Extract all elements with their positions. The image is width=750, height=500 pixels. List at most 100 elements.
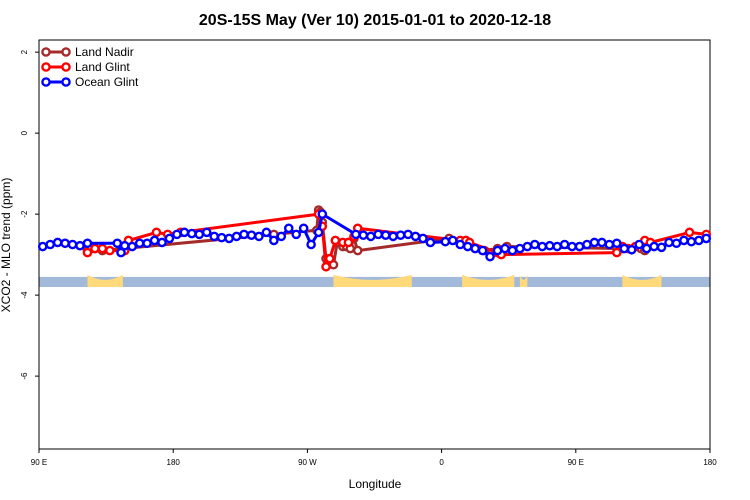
data-point <box>330 235 341 246</box>
y-tick-label: -2 <box>20 210 29 218</box>
map-band <box>39 274 710 288</box>
data-point <box>134 238 145 249</box>
data-point <box>317 209 328 219</box>
data-point <box>604 239 615 250</box>
data-point <box>239 229 249 240</box>
legend-marker <box>41 47 51 57</box>
data-point <box>343 237 354 248</box>
data-point <box>151 227 162 238</box>
data-point <box>179 227 190 238</box>
data-point <box>276 231 287 242</box>
data-point <box>626 244 637 255</box>
data-point <box>440 236 451 247</box>
x-axis: 90 E 180 90 W 0 90 E 180 <box>31 449 717 467</box>
data-point <box>395 230 406 240</box>
data-point <box>351 229 361 240</box>
land-segment <box>333 274 412 288</box>
data-point <box>679 235 689 246</box>
data-point <box>149 235 160 246</box>
series-layer <box>37 205 712 272</box>
series-ocean-glint <box>37 209 712 262</box>
data-point <box>582 239 592 250</box>
legend-marker <box>41 62 51 72</box>
data-point <box>142 238 152 249</box>
x-axis-label: Longitude <box>349 477 402 491</box>
x-tick-label: 180 <box>703 458 717 467</box>
data-point <box>157 237 167 248</box>
data-point <box>597 237 607 248</box>
data-point <box>283 223 294 234</box>
data-point <box>425 237 436 248</box>
data-point <box>500 243 510 254</box>
data-point <box>358 230 369 240</box>
data-point <box>656 242 667 253</box>
data-point <box>589 237 600 248</box>
data-point <box>37 241 48 252</box>
data-point <box>116 247 126 258</box>
data-point <box>485 251 495 262</box>
data-point <box>52 237 63 248</box>
data-point <box>694 235 704 246</box>
data-point <box>105 245 115 256</box>
data-point <box>119 240 130 251</box>
data-point <box>187 228 197 239</box>
data-point <box>209 231 220 242</box>
data-point <box>246 230 257 240</box>
land-segment <box>87 274 123 288</box>
data-point <box>306 239 316 250</box>
data-point <box>82 247 93 258</box>
data-point <box>321 261 331 272</box>
data-point <box>172 229 182 240</box>
data-point <box>574 241 585 252</box>
data-point <box>470 243 480 254</box>
legend-item: Land Glint <box>41 60 130 74</box>
data-point <box>380 230 391 240</box>
legend-marker <box>41 77 51 87</box>
data-point <box>612 238 622 249</box>
data-point <box>373 229 384 240</box>
y-axis-label: XCO2 - MLO trend (ppm) <box>0 178 13 313</box>
legend-marker <box>61 77 71 87</box>
data-point <box>216 232 227 243</box>
data-point <box>537 241 548 252</box>
data-point <box>231 231 242 242</box>
legend-marker <box>61 62 71 72</box>
data-point <box>97 243 108 254</box>
y-axis: 2 0 -2 -4 -6 <box>20 49 39 380</box>
data-point <box>552 241 562 252</box>
data-point <box>477 245 488 256</box>
data-point <box>67 239 78 250</box>
data-point <box>194 229 205 240</box>
data-point <box>75 240 85 251</box>
data-point <box>664 237 674 248</box>
data-point <box>313 227 324 238</box>
data-point <box>201 227 212 238</box>
data-point <box>410 231 421 242</box>
data-point <box>365 231 376 242</box>
chart-title: 20S-15S May (Ver 10) 2015-01-01 to 2020-… <box>199 12 551 29</box>
data-point <box>686 236 697 247</box>
data-point <box>324 253 335 264</box>
data-point <box>515 243 525 254</box>
data-point <box>567 241 577 252</box>
land-segment <box>462 274 515 288</box>
data-point <box>684 227 695 238</box>
data-point <box>45 239 55 250</box>
data-point <box>352 245 363 256</box>
data-point <box>388 231 398 242</box>
data-point <box>612 247 622 258</box>
data-point <box>224 233 234 244</box>
data-point <box>559 239 570 250</box>
data-point <box>455 239 466 250</box>
data-point <box>507 245 518 256</box>
data-point <box>649 241 659 252</box>
data-point <box>254 231 264 242</box>
data-point <box>298 223 309 234</box>
y-tick-label: 2 <box>20 49 29 54</box>
land-segment <box>622 274 662 288</box>
data-point <box>403 229 413 240</box>
data-point <box>261 227 272 238</box>
legend-marker <box>61 47 71 57</box>
